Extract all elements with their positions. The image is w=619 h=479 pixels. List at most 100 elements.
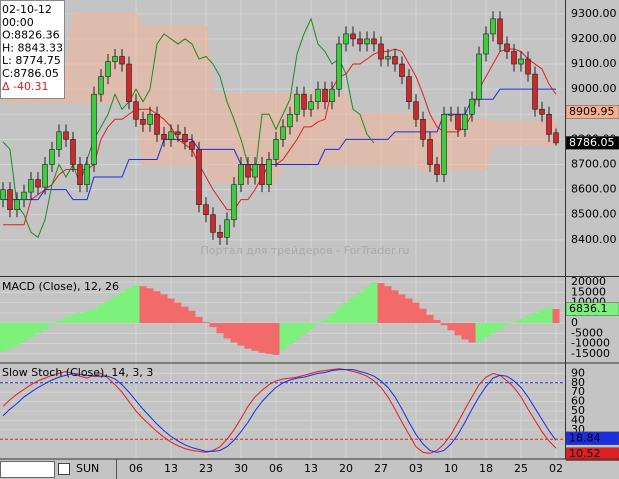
value-tag: 18.84	[569, 431, 601, 444]
candle-body	[539, 108, 545, 115]
x-tick-label: 23	[199, 462, 213, 475]
candle-body	[364, 38, 370, 45]
candle-body	[350, 33, 356, 40]
macd-bar	[62, 316, 70, 324]
macd-bar	[405, 298, 413, 324]
macd-bar	[391, 290, 399, 324]
candle-body	[112, 56, 118, 62]
candle-body	[266, 159, 272, 185]
macd-bar	[272, 323, 280, 355]
macd-bar	[538, 309, 546, 324]
macd-bar	[6, 323, 14, 349]
panel-title: MACD (Close), 12, 26	[2, 280, 119, 293]
x-tick-label: 13	[304, 462, 318, 475]
candle-body	[315, 88, 321, 103]
macd-bar	[524, 315, 532, 324]
candle-body	[42, 164, 48, 188]
candle-body	[525, 58, 531, 75]
y-tick-label: 8500.00	[571, 208, 617, 221]
sun-label: SUN	[76, 462, 99, 475]
candle-body	[357, 38, 363, 45]
macd-bar	[300, 323, 308, 335]
macd-bar	[321, 318, 329, 324]
candle-body	[420, 118, 426, 140]
macd-bar	[181, 306, 189, 324]
macd-bar	[454, 323, 462, 336]
y-tick-label: 9200.00	[571, 32, 617, 45]
sun-checkbox[interactable]	[58, 463, 70, 475]
macd-bar	[83, 310, 91, 324]
candle-body	[448, 113, 454, 116]
candle-body	[140, 118, 146, 125]
x-tick-label: 18	[479, 462, 493, 475]
header-change: Δ -40.31	[2, 80, 48, 93]
macd-bar	[398, 294, 406, 324]
candle-body	[546, 113, 552, 135]
candle-body	[133, 101, 139, 120]
macd-bar	[335, 307, 343, 324]
macd-bar	[293, 323, 301, 340]
candle-body	[469, 98, 475, 115]
macd-bar	[412, 302, 420, 324]
macd-bar	[139, 286, 147, 324]
macd-bar	[27, 323, 35, 338]
y-tick-label: 9300.00	[571, 7, 617, 20]
macd-bar	[314, 323, 322, 325]
macd-bar	[496, 323, 504, 330]
panel-title: Slow Stoch (Close), 14, 3, 3	[2, 366, 153, 379]
y-tick-label: 8600.00	[571, 183, 617, 196]
macd-bar	[146, 288, 154, 324]
macd-bar	[97, 304, 105, 324]
candle-body	[56, 131, 62, 150]
macd-bar	[104, 300, 112, 324]
x-tick-label: 06	[129, 462, 143, 475]
candle-body	[511, 51, 517, 65]
macd-bar	[307, 323, 315, 330]
macd-bar	[13, 323, 21, 346]
y-tick-label: 0	[571, 316, 578, 329]
y-tick-label: 8400.00	[571, 233, 617, 246]
macd-bar	[552, 309, 560, 324]
stoch-line	[2, 369, 557, 453]
header-line: 00:00	[2, 16, 34, 29]
macd-bar	[517, 318, 525, 324]
macd-bar	[489, 323, 497, 334]
candle-body	[203, 204, 209, 216]
candle-body	[378, 43, 384, 60]
candle-body	[553, 132, 559, 144]
candle-body	[287, 113, 293, 128]
candle-body	[371, 38, 377, 45]
x-tick-label: 03	[409, 462, 423, 475]
strip-divider	[116, 459, 117, 479]
y-tick-label: 80	[571, 376, 585, 389]
x-tick-label: 06	[269, 462, 283, 475]
macd-bar	[510, 322, 518, 324]
macd-bar	[356, 292, 364, 324]
x-tick-label: 27	[374, 462, 388, 475]
macd-bar	[174, 302, 182, 324]
candle-body	[476, 53, 482, 100]
candle-body	[161, 134, 167, 140]
macd-bar	[195, 316, 203, 324]
candle-body	[413, 101, 419, 120]
header-line: O:8826.36	[2, 29, 60, 42]
date-input	[0, 461, 55, 478]
macd-bar	[216, 323, 224, 334]
candle-body	[238, 164, 244, 185]
macd-bar	[41, 323, 49, 330]
candle-body	[462, 113, 468, 130]
candle-body	[217, 232, 223, 238]
value-tag: 10.52	[569, 447, 601, 460]
indicator-line	[2, 17, 375, 239]
candle-body	[105, 61, 111, 77]
candle-body	[224, 219, 230, 238]
candle-body	[210, 214, 216, 233]
candle-body	[532, 73, 538, 110]
macd-bar	[230, 323, 238, 343]
macd-bar	[111, 296, 119, 324]
candle-body	[434, 164, 440, 175]
macd-bar	[153, 291, 161, 324]
macd-bar	[244, 323, 252, 349]
candle-body	[504, 43, 510, 52]
